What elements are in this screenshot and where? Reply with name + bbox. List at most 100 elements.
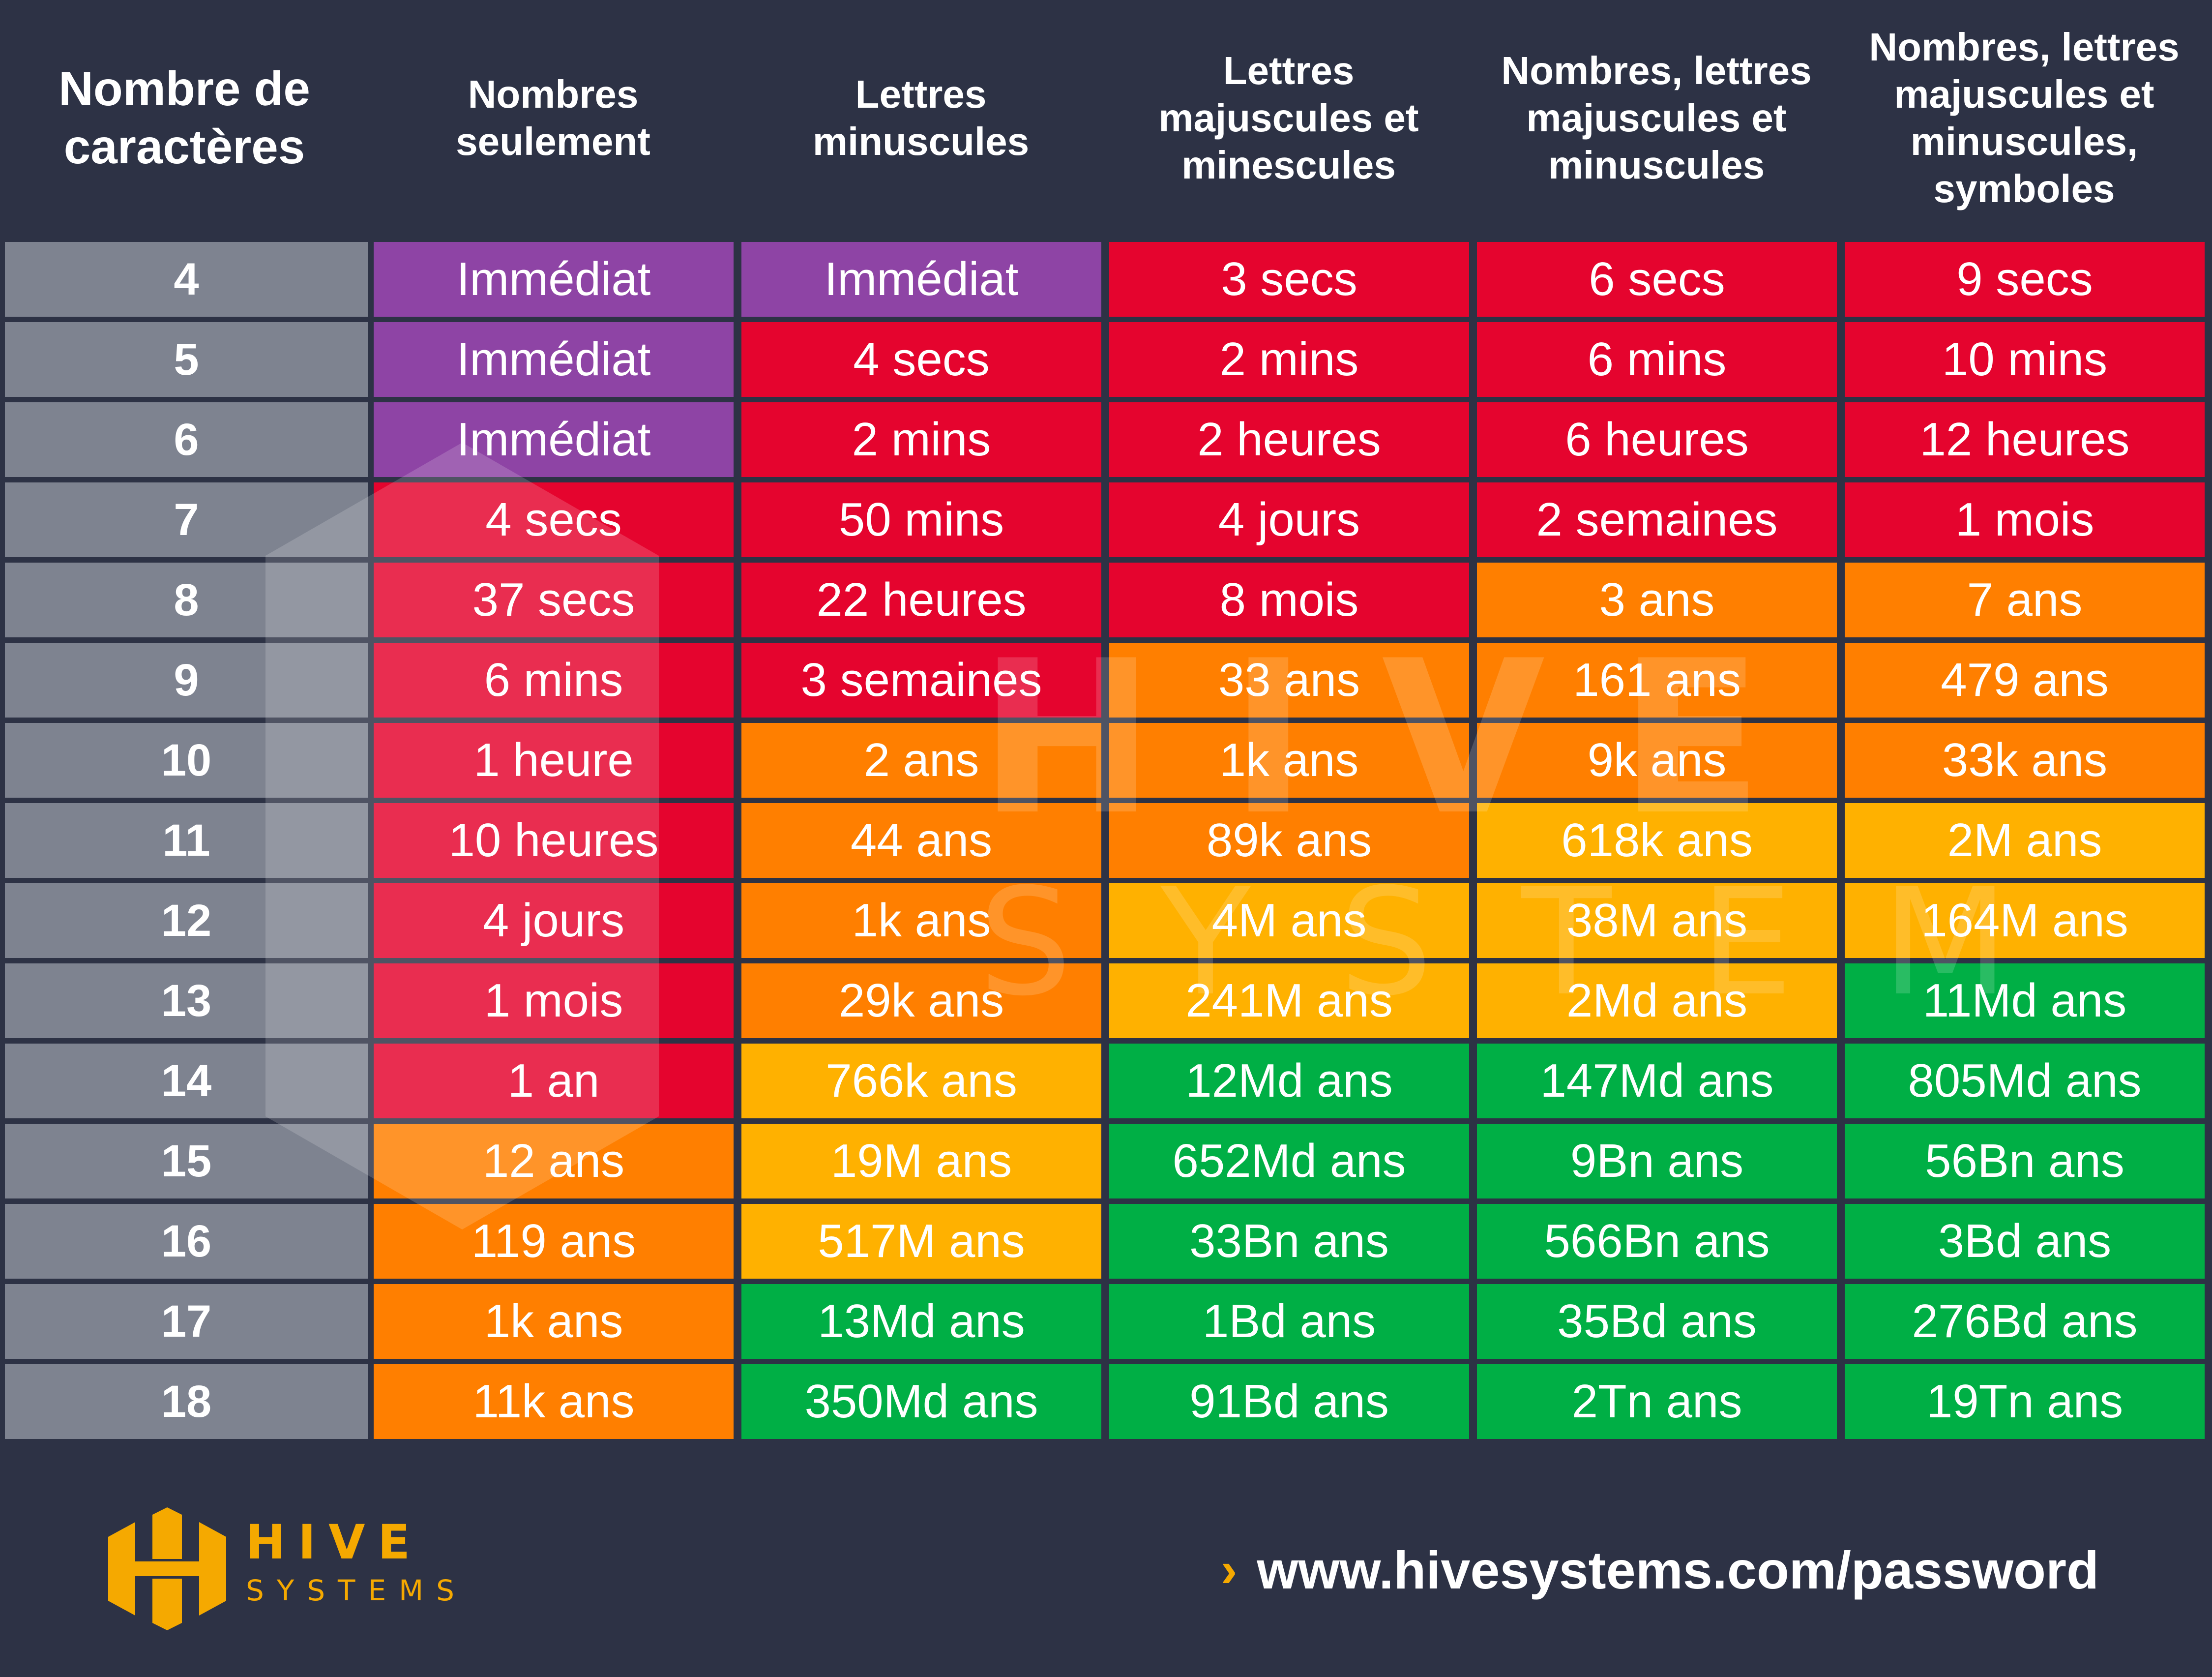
crack-time-cell: 37 secs [374,563,734,637]
row-label: 6 [5,402,368,477]
crack-time-cell: 12Md ans [1109,1044,1469,1118]
crack-time-cell: 4 secs [741,322,1101,397]
crack-time-cell: 19M ans [741,1124,1101,1198]
crack-time-cell: 2 ans [741,723,1101,798]
header-numbers-only: Nombres seulement [456,72,650,163]
crack-time-cell: 1 mois [374,963,734,1038]
crack-time-cell: 6 mins [1477,322,1837,397]
header-upper-lower: Lettres majuscules et minescules [1158,49,1419,187]
row-label: 18 [5,1364,368,1439]
crack-time-cell: 10 mins [1845,322,2205,397]
row-label: 17 [5,1284,368,1359]
row-label: 4 [5,242,368,317]
crack-time-cell: 2Tn ans [1477,1364,1837,1439]
crack-time-cell: 1 heure [374,723,734,798]
crack-time-cell: 33Bn ans [1109,1204,1469,1279]
crack-time-cell: 29k ans [741,963,1101,1038]
crack-time-cell: 44 ans [741,803,1101,878]
crack-time-cell: 9k ans [1477,723,1837,798]
crack-time-cell: 2 semaines [1477,482,1837,557]
row-label: 16 [5,1204,368,1279]
website-link[interactable]: › www.hivesystems.com/password [1221,1539,2099,1601]
logo-word-hive: HIVE [246,1515,423,1570]
crack-time-cell: Immédiat [374,242,734,317]
crack-time-cell: 1Bd ans [1109,1284,1469,1359]
hive-systems-logo[interactable]: HIVE SYSTEMS [108,1505,454,1633]
crack-time-cell: 11Md ans [1845,963,2205,1038]
crack-time-cell: 7 ans [1845,563,2205,637]
crack-time-cell: 13Md ans [741,1284,1101,1359]
crack-time-cell: 3 ans [1477,563,1837,637]
row-label: 9 [5,643,368,718]
crack-time-cell: 479 ans [1845,643,2205,718]
crack-time-cell: 766k ans [741,1044,1101,1118]
crack-time-cell: 119 ans [374,1204,734,1279]
crack-time-cell: 517M ans [741,1204,1101,1279]
row-label: 8 [5,563,368,637]
crack-time-cell: 3 semaines [741,643,1101,718]
row-label: 15 [5,1124,368,1198]
footer: HIVE SYSTEMS › www.hivesystems.com/passw… [0,1441,2212,1677]
password-crack-time-table: 4 Immédiat Immédiat 3 secs 6 secs 9 secs 5 Immé… [0,242,2212,1442]
crack-time-cell: 9Bn ans [1477,1124,1837,1198]
crack-time-cell: 2 mins [1109,322,1469,397]
crack-time-cell: 2 heures [1109,402,1469,477]
crack-time-cell: 618k ans [1477,803,1837,878]
crack-time-cell: 6 mins [374,643,734,718]
crack-time-cell: 2 mins [741,402,1101,477]
row-label: 11 [5,803,368,878]
crack-time-cell: 276Bd ans [1845,1284,2205,1359]
header-numbers-upper-lower-symbols: Nombres, lettres majuscules et minuscule… [1869,25,2180,210]
crack-time-cell: 1 an [374,1044,734,1118]
crack-time-cell: 1k ans [1109,723,1469,798]
crack-time-cell: 56Bn ans [1845,1124,2205,1198]
header-numbers-upper-lower: Nombres, lettres majuscules et minuscule… [1501,49,1812,187]
crack-time-cell: 2M ans [1845,803,2205,878]
crack-time-cell: 3 secs [1109,242,1469,317]
crack-time-cell: 1k ans [741,883,1101,958]
crack-time-cell: 12 ans [374,1124,734,1198]
header-character-count: Nombre de caractères [59,61,310,174]
crack-time-cell: 3Bd ans [1845,1204,2205,1279]
header-lowercase: Lettres minuscules [812,72,1030,163]
crack-time-cell: 805Md ans [1845,1044,2205,1118]
crack-time-cell: 38M ans [1477,883,1837,958]
crack-time-cell: 1 mois [1845,482,2205,557]
crack-time-cell: 19Tn ans [1845,1364,2205,1439]
crack-time-cell: 50 mins [741,482,1101,557]
crack-time-cell: 8 mois [1109,563,1469,637]
row-label: 14 [5,1044,368,1118]
row-label: 10 [5,723,368,798]
crack-time-cell: 147Md ans [1477,1044,1837,1118]
row-label: 7 [5,482,368,557]
crack-time-cell: 4 jours [1109,482,1469,557]
crack-time-cell: 350Md ans [741,1364,1101,1439]
crack-time-cell: 35Bd ans [1477,1284,1837,1359]
hexagon-h-icon [108,1507,226,1630]
crack-time-cell: Immédiat [374,322,734,397]
crack-time-cell: Immédiat [741,242,1101,317]
crack-time-cell: 4M ans [1109,883,1469,958]
website-url: www.hivesystems.com/password [1257,1540,2099,1600]
crack-time-cell: Immédiat [374,402,734,477]
logo-word-systems: SYSTEMS [246,1574,467,1607]
crack-time-cell: 6 secs [1477,242,1837,317]
crack-time-cell: 2Md ans [1477,963,1837,1038]
crack-time-cell: 33 ans [1109,643,1469,718]
crack-time-cell: 652Md ans [1109,1124,1469,1198]
crack-time-cell: 12 heures [1845,402,2205,477]
crack-time-cell: 33k ans [1845,723,2205,798]
crack-time-cell: 1k ans [374,1284,734,1359]
crack-time-cell: 9 secs [1845,242,2205,317]
crack-time-cell: 22 heures [741,563,1101,637]
crack-time-cell: 6 heures [1477,402,1837,477]
crack-time-cell: 91Bd ans [1109,1364,1469,1439]
crack-time-cell: 164M ans [1845,883,2205,958]
crack-time-cell: 161 ans [1477,643,1837,718]
row-label: 13 [5,963,368,1038]
crack-time-cell: 89k ans [1109,803,1469,878]
crack-time-cell: 241M ans [1109,963,1469,1038]
row-label: 5 [5,322,368,397]
row-label: 12 [5,883,368,958]
chevron-right-icon: › [1221,1542,1238,1597]
